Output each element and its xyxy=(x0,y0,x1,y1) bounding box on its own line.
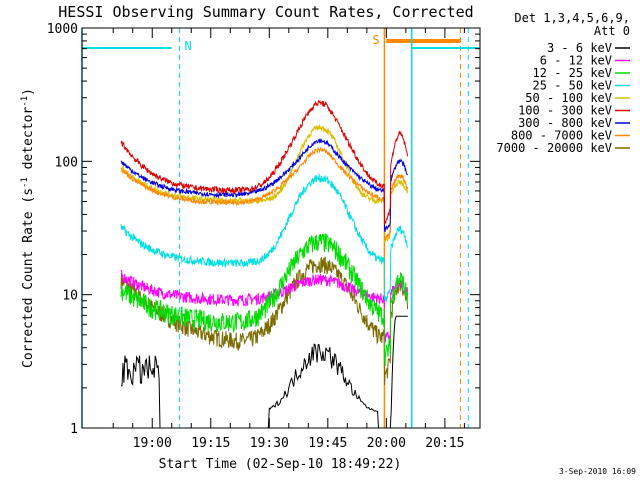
y-axis-label-main: Corrected Count Rate (s xyxy=(21,188,36,368)
y-axis-label-exp1: -1 xyxy=(20,177,30,188)
saa-label: S xyxy=(372,33,379,47)
legend-label: 300 - 800 keV xyxy=(518,116,612,130)
chart-title: HESSI Observing Summary Count Rates, Cor… xyxy=(58,3,473,21)
y-tick-label: 1000 xyxy=(47,22,78,37)
x-tick-label: 19:45 xyxy=(308,436,347,451)
axes: 19:00 19:15 19:30 19:45 20:00 20:15 1 10 100 1000 xyxy=(47,22,480,451)
night-label: N xyxy=(185,39,192,53)
legend-header-line2: Att 0 xyxy=(594,24,630,38)
x-axis-label: Start Time (02-Sep-10 18:49:22) xyxy=(159,457,402,472)
legend-label: 800 - 7000 keV xyxy=(511,129,612,143)
x-tick-label: 19:15 xyxy=(191,436,230,451)
series-line-3 xyxy=(120,233,409,367)
y-axis-label-mid: detector xyxy=(21,107,36,178)
legend-label: 12 - 25 keV xyxy=(533,66,612,80)
y-tick-label: 100 xyxy=(55,155,78,170)
x-tick-label: 19:00 xyxy=(133,436,172,451)
x-tick-label: 20:00 xyxy=(367,436,406,451)
series-line-9 xyxy=(120,256,409,385)
series-line-7 xyxy=(120,137,408,233)
legend-label: 50 - 100 keV xyxy=(525,91,612,105)
y-tick-label: 10 xyxy=(62,289,78,304)
legend-label: 100 - 300 keV xyxy=(518,104,612,118)
series-line-4 xyxy=(120,174,409,303)
plot-frame xyxy=(81,27,481,429)
legend-label: 6 - 12 keV xyxy=(540,54,612,68)
x-tick-label: 19:30 xyxy=(250,436,289,451)
y-axis-label-end: ) xyxy=(21,88,36,96)
legend-header-line1: Det 1,3,4,5,6,9, xyxy=(514,11,630,25)
date-stamp: 3-Sep-2010 16:09 xyxy=(559,467,636,476)
series-line-8 xyxy=(120,146,409,241)
y-axis-label: Corrected Count Rate (s-1 detector-1) xyxy=(20,88,36,368)
series-line-2 xyxy=(120,270,409,344)
legend-label: 7000 - 20000 keV xyxy=(496,141,612,155)
x-tick-label: 20:15 xyxy=(425,436,464,451)
legend-label: 25 - 50 keV xyxy=(533,79,612,93)
legend-label: 3 - 6 keV xyxy=(547,41,612,55)
series-line-6 xyxy=(120,100,409,225)
y-axis-label-exp2: -1 xyxy=(20,96,30,107)
y-tick-label: 1 xyxy=(70,422,78,437)
